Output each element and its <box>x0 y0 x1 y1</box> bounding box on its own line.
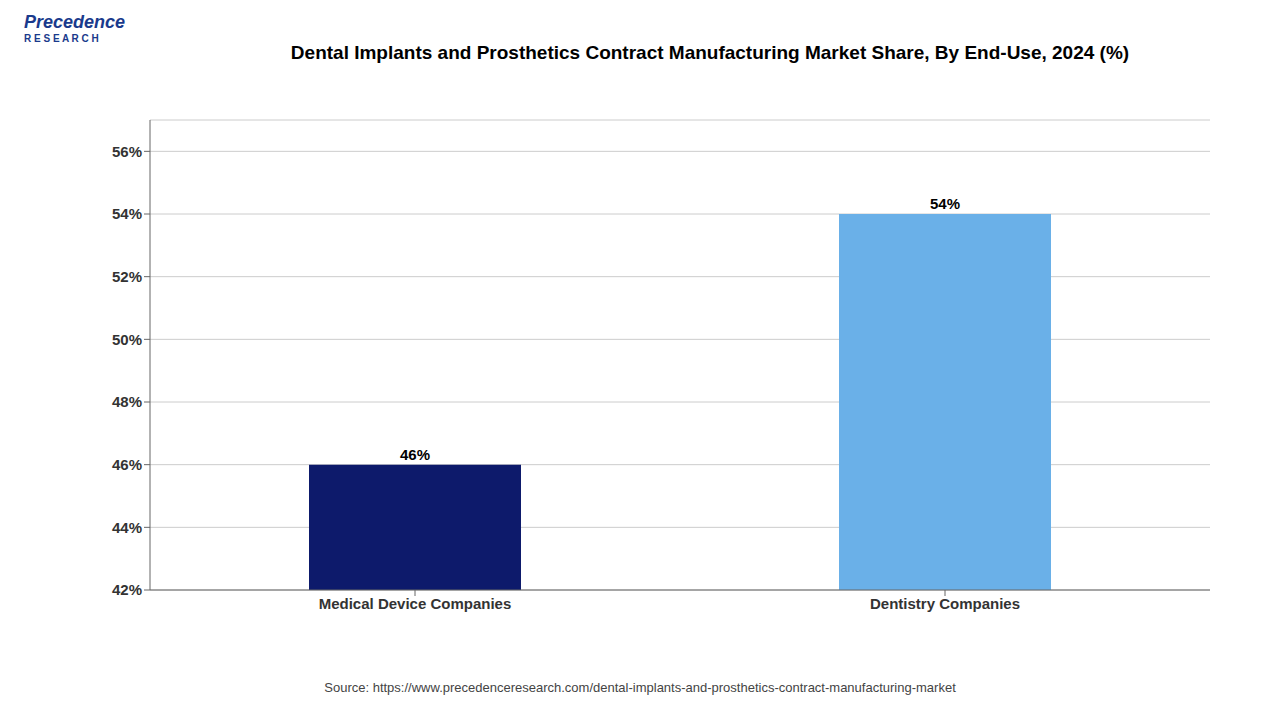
html-text:Dental Implants and Prosthetic: Dental Implants and Prosthetics Contract… <box>290 42 1130 63</box>
html-text:Source: https://www.precedence: Source: https://www.precedenceresearch.c… <box>324 680 956 695</box>
svg-text:46%: 46% <box>112 456 142 473</box>
svg-text:52%: 52% <box>112 268 142 285</box>
svg-text:54%: 54% <box>930 195 960 212</box>
svg-text:50%: 50% <box>112 331 142 348</box>
html-text:Precedence: Precedence <box>24 12 126 32</box>
svg-text:42%: 42% <box>112 581 142 598</box>
svg-text:54%: 54% <box>112 205 142 222</box>
svg-text:56%: 56% <box>112 143 142 160</box>
svg-text:46%: 46% <box>400 446 430 463</box>
svg-text:48%: 48% <box>112 393 142 410</box>
html-text:R E S E A R C H: R E S E A R C H <box>24 33 99 44</box>
svg-text:44%: 44% <box>112 519 142 536</box>
svg-text:Dentistry Companies: Dentistry Companies <box>870 595 1020 612</box>
svg-text:Medical Device Companies: Medical Device Companies <box>319 595 512 612</box>
